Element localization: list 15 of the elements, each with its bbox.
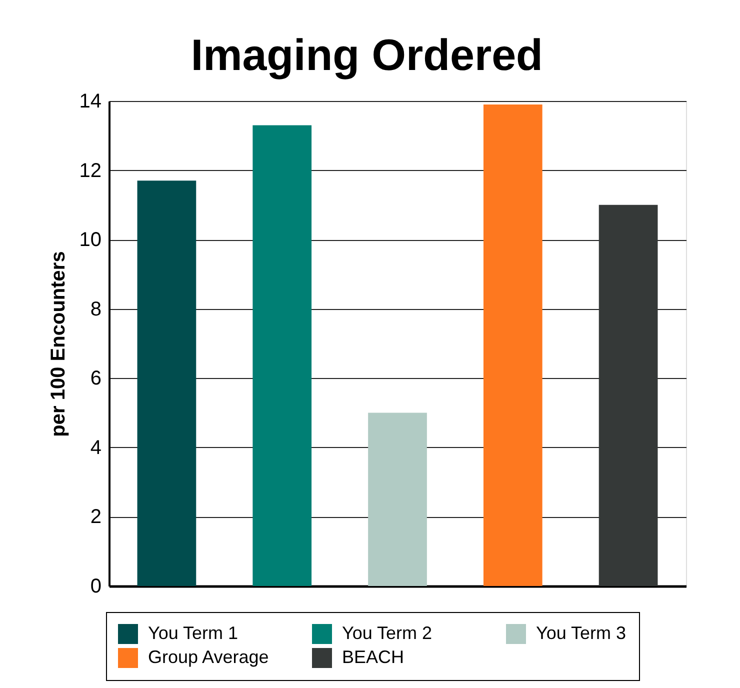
legend-label: You Term 1 xyxy=(148,623,238,643)
y-tick-label: 8 xyxy=(90,298,102,320)
legend-label: You Term 3 xyxy=(536,623,626,643)
y-tick-label: 2 xyxy=(90,506,102,528)
y-tick-label: 10 xyxy=(79,229,102,252)
legend-label: BEACH xyxy=(342,647,404,667)
legend-label: Group Average xyxy=(148,647,269,667)
y-tick-label: 14 xyxy=(79,90,102,112)
chart-title: Imaging Ordered xyxy=(190,31,543,80)
y-tick-label: 12 xyxy=(79,160,102,182)
y-tick-label: 4 xyxy=(90,436,102,459)
y-tick-label: 0 xyxy=(90,576,102,598)
y-tick-label: 6 xyxy=(90,368,102,390)
y-axis-title: per 100 Encounters xyxy=(47,251,70,437)
legend-label: You Term 2 xyxy=(342,623,432,643)
